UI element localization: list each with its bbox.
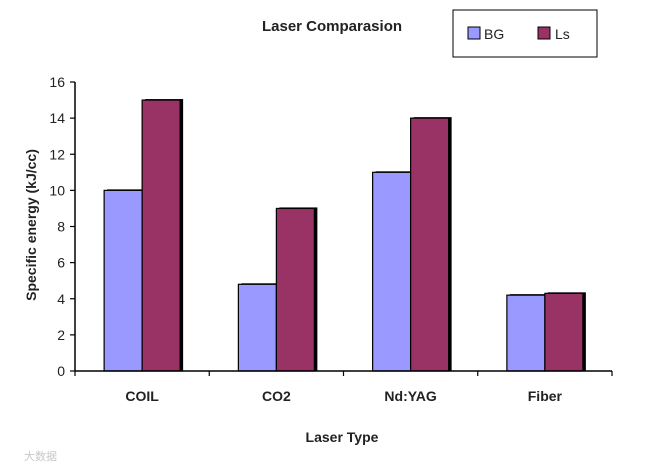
x-tick-label: Nd:YAG	[384, 388, 436, 404]
y-tick-label: 6	[57, 255, 65, 271]
bar-bg-coil	[103, 189, 143, 372]
y-tick-label: 2	[57, 327, 65, 343]
legend: BG Ls	[452, 9, 598, 58]
y-tick-label: 4	[57, 291, 65, 307]
watermark-text: 大数据	[24, 449, 57, 463]
y-axis-label: Specific energy (kJ/cc)	[23, 149, 39, 301]
y-tick-label: 14	[49, 110, 65, 126]
bar-bg-fiber	[506, 294, 546, 372]
y-tick-label: 10	[49, 182, 65, 198]
legend-swatch-ls	[537, 26, 551, 40]
x-axis-label: Laser Type	[306, 429, 379, 445]
y-tick-label: 8	[57, 219, 65, 235]
chart-title: Laser Comparasion	[262, 18, 402, 35]
y-tick-label: 0	[57, 363, 65, 379]
x-tick-label: CO2	[262, 388, 291, 404]
y-tick-label: 12	[49, 146, 65, 162]
x-tick-label: COIL	[125, 388, 159, 404]
bar-bg-ndyag	[372, 171, 412, 372]
bar-ls-fiber	[544, 292, 584, 372]
legend-label-ls: Ls	[555, 26, 570, 42]
bar-ls-ndyag	[410, 117, 450, 372]
bar-ls-co2	[275, 207, 315, 372]
legend-label-bg: BG	[484, 26, 504, 42]
bar-ls-coil	[141, 99, 181, 372]
x-tick-label: Fiber	[528, 388, 563, 404]
y-tick-label: 16	[49, 74, 65, 90]
bar-bg-co2	[237, 283, 277, 372]
plot-area: COIL CO2 Nd:YAG Fiber 0 2 4 6 8 10 12 14 16	[49, 74, 613, 404]
legend-swatch-bg	[467, 26, 481, 40]
